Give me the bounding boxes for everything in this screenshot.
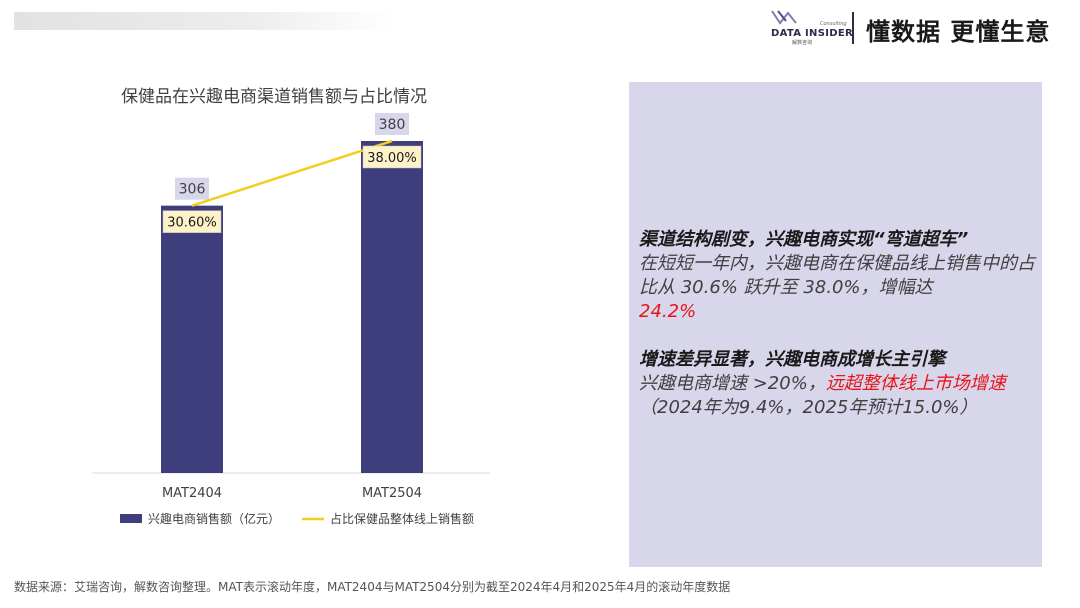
legend-bar-swatch (120, 514, 142, 523)
logo-wave-icon (771, 10, 797, 25)
bar-label-bg-0 (175, 177, 209, 200)
chart-canvas: 保健品在兴趣电商渠道销售额与占比情况 306 MAT2404 380 MAT2504 30… (92, 87, 490, 526)
data-source-footnote: 数据来源：艾瑞咨询，解数咨询整理。MAT表示滚动年度，MAT2404与MAT25… (14, 580, 731, 594)
logo-consulting-text: Consulting (820, 21, 847, 27)
data-insider-logo: Consulting DATA INSIDER 解数咨询 (770, 8, 853, 48)
insight-block-1: 渠道结构剧变，兴趣电商实现“弯道超车” 在短短一年内，兴趣电商在保健品线上销售中… (639, 228, 1039, 324)
insight-1-highlight: 24.2% (639, 301, 697, 322)
x-tick-label: MAT2404 (162, 486, 222, 501)
insight-2-highlight: 远超整体线上市场增速 (825, 373, 1006, 394)
insight-1-text: 在短短一年内，兴趣电商在保健品线上销售中的占比从 30.6% 跃升至 38.0%… (639, 253, 1035, 298)
sales-chart: 保健品在兴趣电商渠道销售额与占比情况 306 MAT2404 380 MAT2504 30… (80, 78, 520, 538)
brand-slogan: 懂数据 更懂生意 (866, 18, 1051, 46)
line-value-label: 38.00% (367, 151, 417, 166)
header-gradient-bar (14, 12, 394, 30)
logo-name: DATA INSIDER (771, 28, 853, 39)
insight-block-2: 增速差异显著，兴趣电商成增长主引擎 兴趣电商增速 >20%，远超整体线上市场增速… (639, 348, 1039, 420)
chart-title: 保健品在兴趣电商渠道销售额与占比情况 (121, 87, 427, 107)
brand-divider (852, 12, 854, 44)
insight-2-text-post: （2024年为9.4%，2025年预计15.0%） (639, 397, 978, 418)
bar-label-bg-1 (375, 113, 409, 135)
line-value-label: 30.60% (167, 216, 217, 231)
bar-mat2404 (161, 205, 223, 473)
bar-value-label: 306 (179, 182, 206, 198)
bar-mat2504 (361, 141, 423, 473)
line-label-bg-1 (362, 145, 422, 169)
x-tick-label: MAT2504 (362, 486, 422, 501)
insight-panel: 渠道结构剧变，兴趣电商实现“弯道超车” 在短短一年内，兴趣电商在保健品线上销售中… (629, 82, 1042, 567)
logo-subtitle: 解数咨询 (792, 40, 813, 46)
line-label-bg-0 (162, 210, 222, 233)
insight-2-heading: 增速差异显著，兴趣电商成增长主引擎 (639, 349, 945, 370)
insight-2-text-pre: 兴趣电商增速 >20%， (639, 373, 826, 394)
insight-1-heading: 渠道结构剧变，兴趣电商实现“弯道超车” (639, 229, 969, 250)
brand-header: Consulting DATA INSIDER 解数咨询 懂数据 更懂生意 (770, 8, 1070, 48)
legend-line-label: 占比保健品整体线上销售额 (330, 511, 474, 526)
share-line (191, 139, 393, 207)
bar-value-label: 380 (379, 117, 406, 133)
legend-bar-label: 兴趣电商销售额（亿元） (148, 511, 280, 526)
